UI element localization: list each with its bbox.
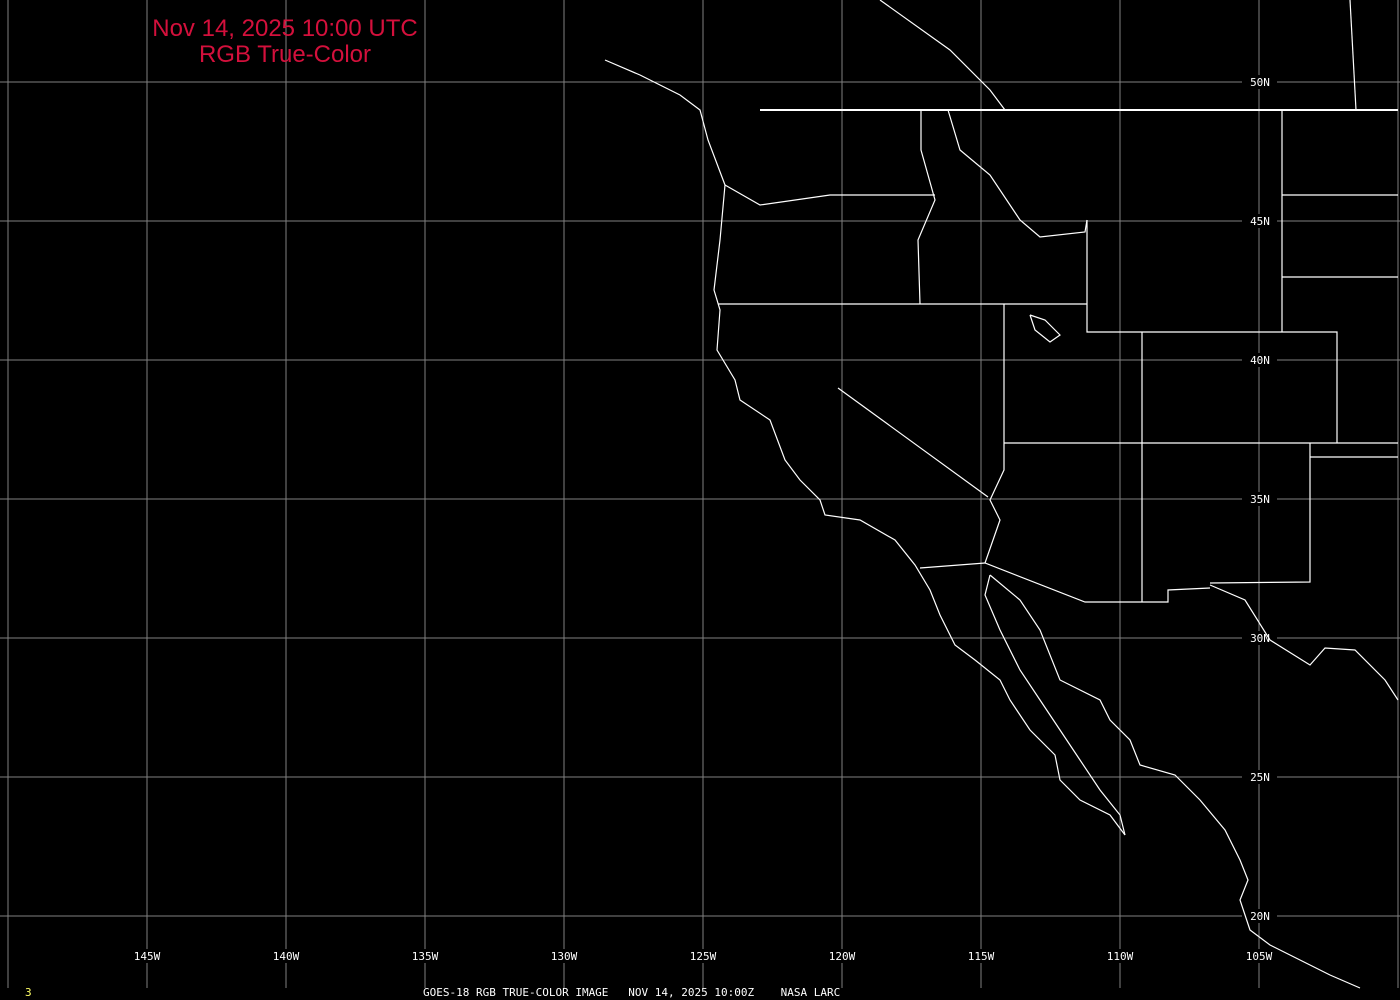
latitude-label: 40N bbox=[1250, 354, 1270, 367]
pacific-coastline bbox=[604, 59, 1126, 836]
or-id-border bbox=[917, 110, 936, 305]
image-timestamp: Nov 14, 2025 10:00 UTC bbox=[152, 15, 418, 42]
bc-alberta-border bbox=[879, 0, 1006, 111]
alberta-sask-border bbox=[1349, 0, 1357, 111]
latitude-label: 50N bbox=[1250, 76, 1270, 89]
mexico-mainland-coast bbox=[989, 574, 1361, 989]
longitude-label: 110W bbox=[1107, 950, 1134, 963]
longitude-label: 120W bbox=[829, 950, 856, 963]
latitude-label: 25N bbox=[1250, 771, 1270, 784]
ca-nv-border bbox=[837, 387, 989, 498]
wa-or-border bbox=[724, 184, 935, 206]
co-border bbox=[1142, 331, 1338, 443]
mexico-interior-coast bbox=[1209, 584, 1399, 701]
longitude-label: 105W bbox=[1246, 950, 1273, 963]
image-caption: GOES-18 RGB TRUE-COLOR IMAGE NOV 14, 202… bbox=[423, 986, 841, 999]
longitude-label: 130W bbox=[551, 950, 578, 963]
image-product: RGB True-Color bbox=[198, 41, 372, 68]
latitude-label: 20N bbox=[1250, 910, 1270, 923]
baja-gulf-coast bbox=[984, 574, 1126, 836]
us-mexico-border bbox=[919, 562, 1211, 603]
latitude-label: 30N bbox=[1250, 632, 1270, 645]
longitude-label: 125W bbox=[690, 950, 717, 963]
grid-labels: 145W 140W 135W 130W 125W 120W 115W 110W 105W 50N 4… bbox=[129, 75, 1277, 963]
latitude-label: 35N bbox=[1250, 493, 1270, 506]
great-salt-lake bbox=[1029, 314, 1061, 343]
longitude-label: 115W bbox=[968, 950, 995, 963]
boundaries bbox=[604, 0, 1399, 989]
id-wy-border bbox=[1086, 220, 1142, 333]
nm-border bbox=[1209, 443, 1311, 584]
longitude-label: 145W bbox=[134, 950, 161, 963]
id-mt-border bbox=[947, 109, 1088, 238]
nv-east-border bbox=[984, 304, 1005, 564]
frame-number: 3 bbox=[25, 986, 32, 999]
longitude-label: 140W bbox=[273, 950, 300, 963]
longitude-label: 135W bbox=[412, 950, 439, 963]
latitude-label: 45N bbox=[1250, 215, 1270, 228]
